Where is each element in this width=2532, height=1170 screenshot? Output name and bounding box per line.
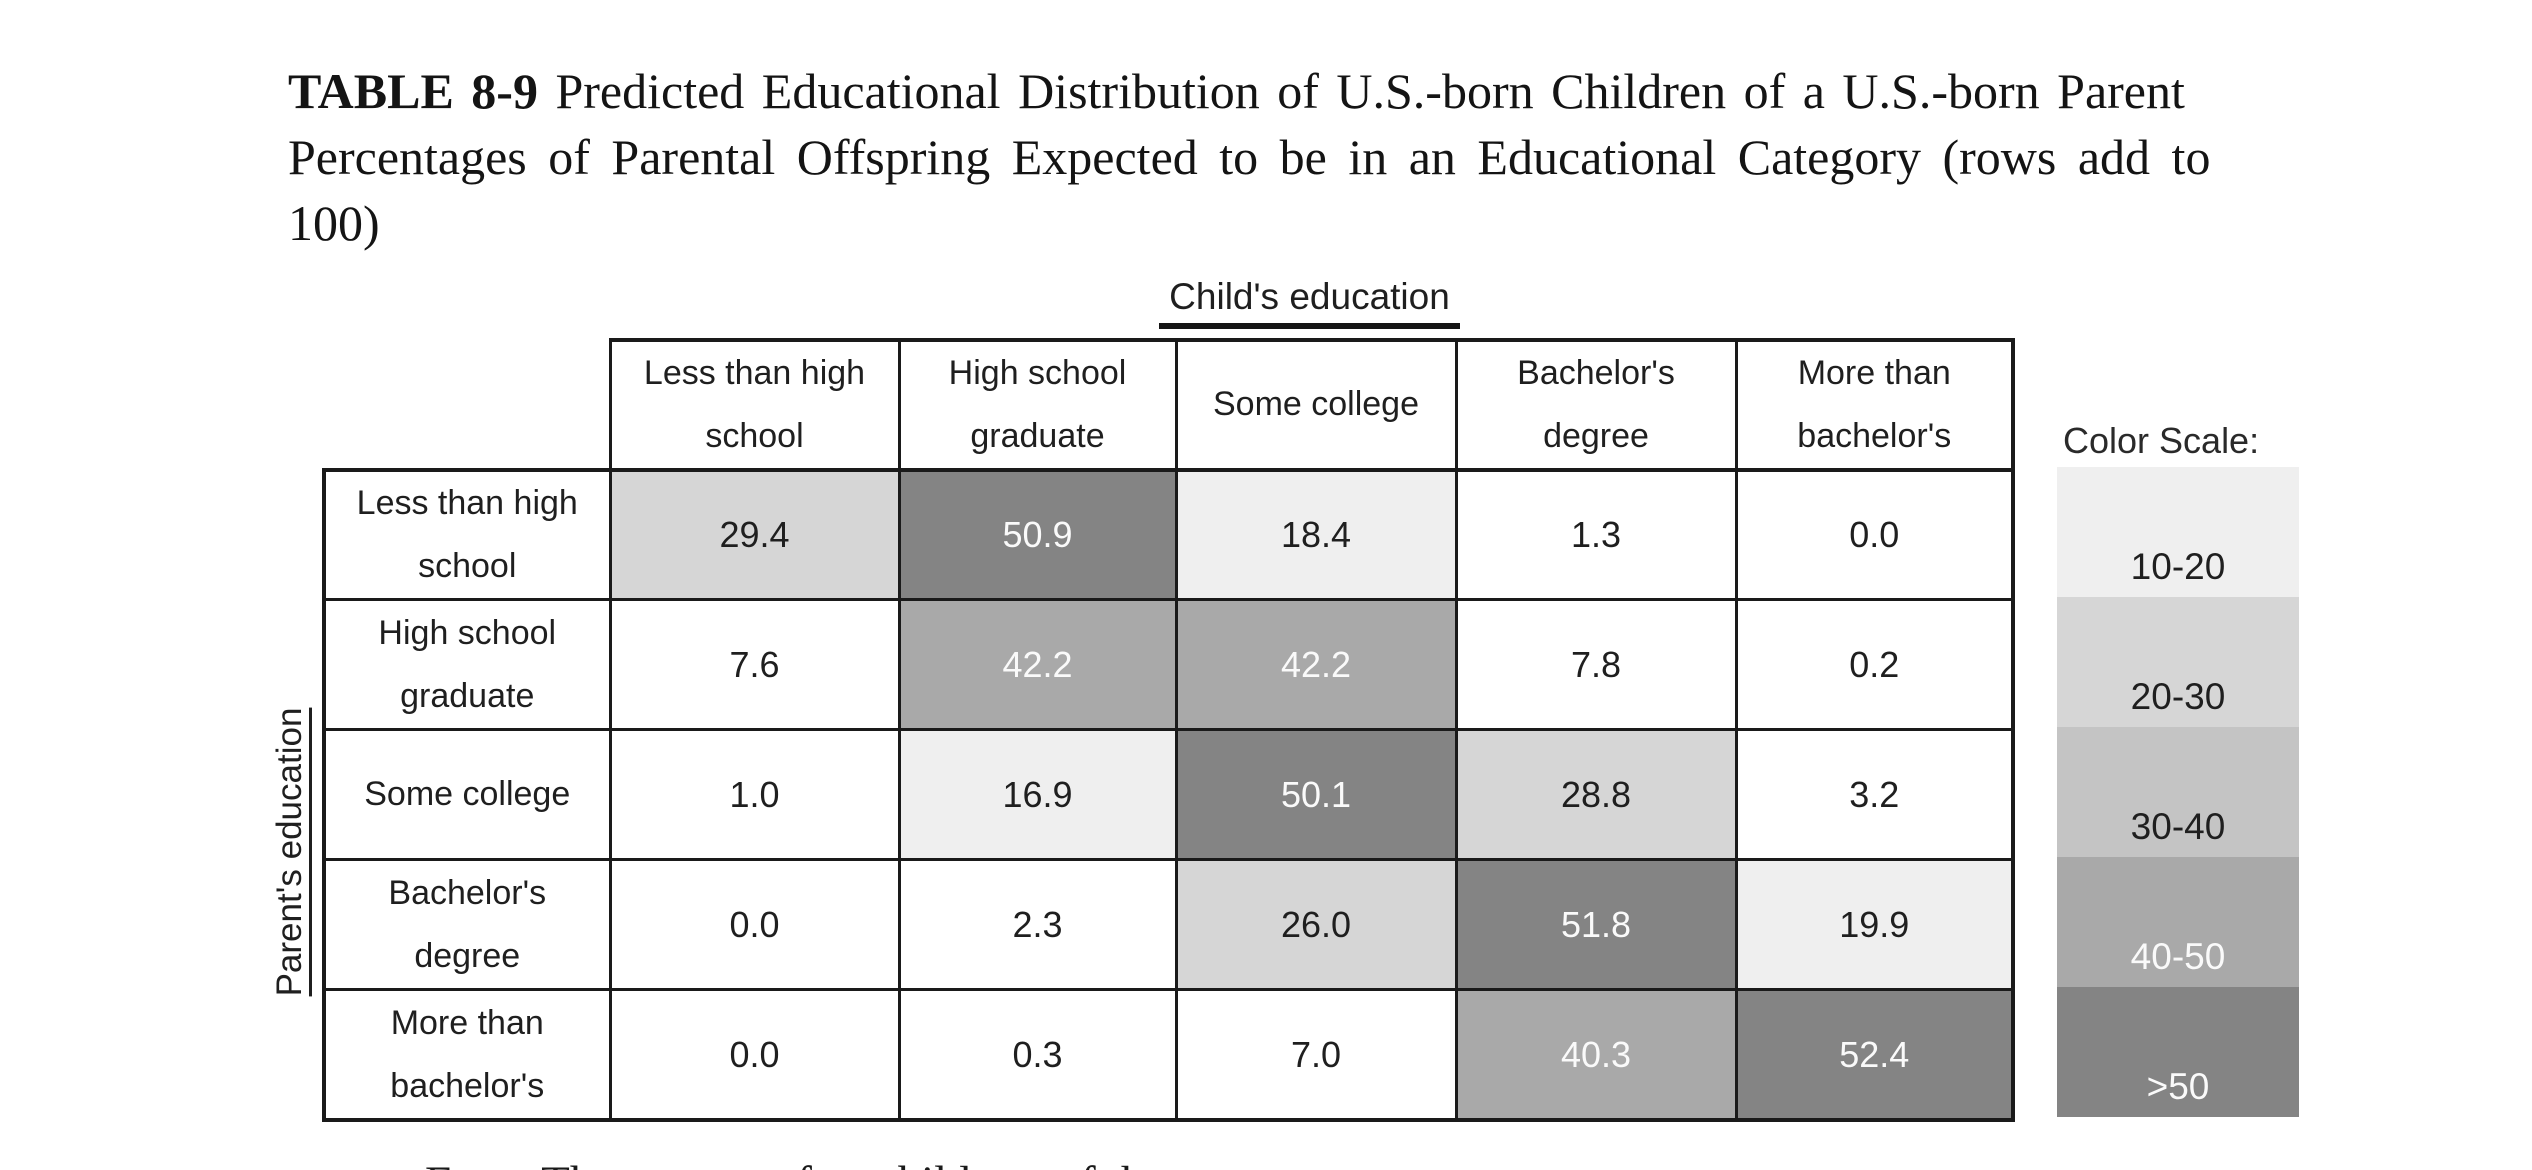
row-header-high-school-graduate: High school graduate (322, 598, 612, 732)
table-cell: 0.2 (1734, 598, 2015, 732)
table-cell: 0.0 (608, 988, 901, 1122)
table-cell: 3.2 (1734, 728, 2015, 862)
column-header-bachelors-degree: Bachelor's degree (1454, 338, 1738, 472)
column-header-some-college: Some college (1174, 338, 1458, 472)
corner-spacer-cell (324, 340, 610, 470)
color-scale-swatch-10-20: 10-20 (2057, 467, 2299, 597)
table-cell: 40.3 (1454, 988, 1738, 1122)
table-caption-line-1-text: Predicted Educational Distribution of U.… (537, 63, 2185, 119)
table-caption-line-3: 100) (288, 195, 380, 251)
column-axis-label-wrap: Child's education (608, 276, 2011, 329)
table-cell: 0.3 (897, 988, 1178, 1122)
color-scale-swatch-30-40: 30-40 (2057, 727, 2299, 857)
header-row: Less than high school High school gradua… (324, 338, 2015, 472)
table-cell: 28.8 (1454, 728, 1738, 862)
table-row: High school graduate 7.6 42.2 42.2 7.8 0… (322, 598, 2015, 732)
table-row: More than bachelor's 0.0 0.3 7.0 40.3 52… (322, 988, 2015, 1122)
table-cell: 7.0 (1174, 988, 1458, 1122)
row-header-bachelors-degree: Bachelor's degree (322, 858, 612, 992)
table-row: Some college 1.0 16.9 50.1 28.8 3.2 (322, 728, 2015, 862)
table-row: Bachelor's degree 0.0 2.3 26.0 51.8 19.9 (322, 858, 2015, 992)
table-cell: 29.4 (608, 468, 901, 602)
column-axis-label: Child's education (1159, 276, 1460, 329)
cut-off-note-fragment-2: The pattern for children of b (541, 1156, 1145, 1170)
table-caption-line-2: Percentages of Parental Offspring Expect… (288, 129, 2211, 185)
table-cell: 50.9 (897, 468, 1178, 602)
table-cell: 51.8 (1454, 858, 1738, 992)
table-cell: 1.3 (1454, 468, 1738, 602)
table-caption: TABLE 8-9 Predicted Educational Distribu… (288, 58, 2340, 256)
table-cell: 0.0 (608, 858, 901, 992)
table-cell: 2.3 (897, 858, 1178, 992)
row-header-some-college: Some college (322, 728, 612, 862)
table-cell: 19.9 (1734, 858, 2015, 992)
color-scale-swatch-20-30: 20-30 (2057, 597, 2299, 727)
column-header-less-than-high-school: Less than high school (608, 338, 901, 472)
table-cell: 42.2 (897, 598, 1178, 732)
table-cell: 26.0 (1174, 858, 1458, 992)
table-cell: 42.2 (1174, 598, 1458, 732)
column-header-high-school-graduate: High school graduate (897, 338, 1178, 472)
column-header-more-than-bachelors: More than bachelor's (1734, 338, 2015, 472)
table-caption-line-1: TABLE 8-9 Predicted Educational Distribu… (288, 58, 2340, 124)
row-axis-label: Parent's education (270, 707, 309, 997)
table-cell: 50.1 (1174, 728, 1458, 862)
table-number: TABLE 8-9 (288, 63, 538, 119)
color-scale-legend: 10-20 20-30 30-40 40-50 >50 (2057, 467, 2299, 1117)
table-cell: 16.9 (897, 728, 1178, 862)
table-cell: 0.0 (1734, 468, 2015, 602)
table-cell: 7.6 (608, 598, 901, 732)
color-scale-label: Color Scale: (2063, 420, 2260, 461)
table-row: Less than high school 29.4 50.9 18.4 1.3… (322, 467, 2015, 602)
color-scale-swatch-over-50: >50 (2057, 987, 2299, 1117)
table-cell: 52.4 (1734, 988, 2015, 1122)
row-header-more-than-bachelors: More than bachelor's (322, 988, 612, 1122)
cut-off-note-fragment-1: F (425, 1157, 451, 1170)
color-scale-swatch-40-50: 40-50 (2057, 857, 2299, 987)
row-header-less-than-high-school: Less than high school (322, 467, 612, 602)
table-cell: 18.4 (1174, 468, 1458, 602)
table-cell: 7.8 (1454, 598, 1738, 732)
cut-off-note-line: F The pattern for children of b (425, 1156, 1925, 1170)
table-cell: 1.0 (608, 728, 901, 862)
heatmap-table: Less than high school High school gradua… (322, 338, 2015, 1122)
